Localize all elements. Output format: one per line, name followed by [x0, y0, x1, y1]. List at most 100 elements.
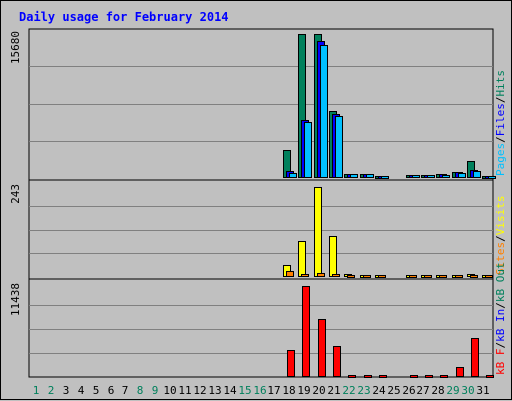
axis-label-part: /: [494, 97, 507, 104]
bar-kb-f-day-13: [333, 346, 341, 377]
bar-sites-day-16: [378, 275, 386, 278]
bar-kb-f-day-10: [287, 350, 295, 377]
plot-area: [28, 28, 494, 378]
axis-label-part: Sites: [494, 242, 507, 275]
x-tick-label-29: 29: [446, 384, 459, 397]
ymax-label: 11438: [9, 283, 22, 316]
bar-sites-day-23: [485, 275, 493, 278]
bar-sites-day-20: [439, 275, 447, 278]
axis-label-hits_files_pages: Pages/Files/Hits: [494, 70, 507, 176]
axis-label-part: /: [494, 342, 507, 349]
axis-label-part: Files: [494, 103, 507, 136]
x-tick-label-19: 19: [297, 384, 310, 397]
x-tick-label-21: 21: [327, 384, 340, 397]
bar-sites-day-19: [424, 275, 432, 278]
x-tick-label-20: 20: [312, 384, 325, 397]
axis-label-part: kB In: [494, 309, 507, 342]
panel-visits_sites: 243 Sites/Visits: [9, 184, 507, 280]
x-tick-label-3: 3: [63, 384, 70, 397]
bar-sites-day-22: [470, 275, 478, 278]
bar-sites-day-21: [455, 275, 463, 278]
axis-label-part: kB F: [494, 349, 507, 376]
x-tick-label-9: 9: [152, 384, 159, 397]
bar-pages-day-15: [366, 174, 374, 178]
bar-sites-day-13: [332, 274, 340, 277]
x-tick-label-5: 5: [93, 384, 100, 397]
x-tick-label-14: 14: [223, 384, 237, 397]
x-tick-label-1: 1: [33, 384, 40, 397]
x-axis-labels: 1 2 3 4 5 6 7 8 9 10 11 12 13 14 15 16 17 18 19 20 21 22 23 24 2…: [33, 384, 490, 397]
bar-sites-day-18: [409, 275, 417, 278]
bar-kb-f-day-15: [364, 375, 372, 378]
axis-label-visits_sites: Sites/Visits: [494, 196, 507, 276]
x-tick-label-26: 26: [402, 384, 415, 397]
x-tick-label-25: 25: [387, 384, 400, 397]
x-tick-label-23: 23: [357, 384, 370, 397]
bar-sites-day-14: [347, 275, 355, 278]
bar-visits-day-13: [329, 236, 337, 277]
bar-pages-day-19: [427, 175, 435, 178]
axis-label-kbytes: kB F/kB In/kB Out: [494, 262, 507, 375]
x-tick-label-22: 22: [342, 384, 355, 397]
bar-kb-f-day-19: [425, 375, 433, 378]
x-tick-label-12: 12: [193, 384, 206, 397]
x-tick-label-15: 15: [238, 384, 251, 397]
bar-pages-day-16: [381, 176, 389, 179]
bar-kb-f-day-12: [318, 319, 326, 377]
bar-kb-f-day-11: [302, 286, 310, 377]
bar-pages-day-21: [458, 173, 466, 178]
x-tick-label-16: 16: [253, 384, 266, 397]
bar-kb-f-day-23: [486, 375, 494, 378]
axis-label-part: /: [494, 136, 507, 143]
bar-pages-day-20: [442, 175, 450, 178]
x-tick-label-2: 2: [48, 384, 55, 397]
x-tick-label-27: 27: [416, 384, 429, 397]
bar-kb-f-day-14: [348, 375, 356, 378]
bar-pages-day-11: [304, 122, 312, 178]
axis-label-part: Visits: [494, 196, 507, 236]
bar-kb-f-day-22: [471, 338, 479, 377]
x-tick-label-17: 17: [267, 384, 280, 397]
bar-pages-day-12: [320, 45, 328, 178]
chart-title: Daily usage for February 2014: [19, 10, 229, 24]
x-tick-label-13: 13: [208, 384, 221, 397]
bar-pages-day-23: [488, 176, 496, 179]
x-tick-label-11: 11: [178, 384, 191, 397]
bar-sites-day-10: [286, 271, 294, 277]
axis-label-part: kB Out: [494, 262, 507, 302]
x-tick-label-24: 24: [372, 384, 386, 397]
bar-kb-f-day-20: [440, 375, 448, 378]
x-tick-label-7: 7: [122, 384, 129, 397]
ymax-label: 15680: [9, 31, 22, 64]
x-tick-label-31: 31: [476, 384, 489, 397]
x-tick-label-10: 10: [163, 384, 176, 397]
bar-pages-day-13: [335, 116, 343, 178]
bar-visits-day-11: [298, 241, 306, 277]
x-tick-label-18: 18: [282, 384, 295, 397]
bar-sites-day-11: [301, 274, 309, 277]
axis-label-part: /: [494, 302, 507, 309]
x-tick-label-30: 30: [461, 384, 474, 397]
bar-sites-day-12: [317, 273, 325, 277]
bar-kb-f-day-21: [456, 367, 464, 377]
bar-kb-f-day-18: [410, 375, 418, 378]
bar-pages-day-22: [473, 171, 481, 178]
x-tick-label-6: 6: [108, 384, 115, 397]
bar-visits-day-12: [314, 187, 322, 277]
axis-label-part: Pages: [494, 143, 507, 176]
bar-pages-day-10: [289, 173, 297, 178]
chart-body: 15680Pages/Files/Hits243Sites/Visits1143…: [9, 28, 507, 397]
x-tick-label-28: 28: [431, 384, 444, 397]
bar-pages-day-18: [412, 175, 420, 178]
bar-kb-f-day-16: [379, 375, 387, 378]
x-tick-label-4: 4: [78, 384, 85, 397]
bar-pages-day-14: [350, 174, 358, 178]
ymax-label: 243: [9, 184, 22, 204]
axis-label-part: Hits: [494, 70, 507, 97]
axis-label-part: /: [494, 235, 507, 242]
bar-sites-day-15: [363, 275, 371, 278]
